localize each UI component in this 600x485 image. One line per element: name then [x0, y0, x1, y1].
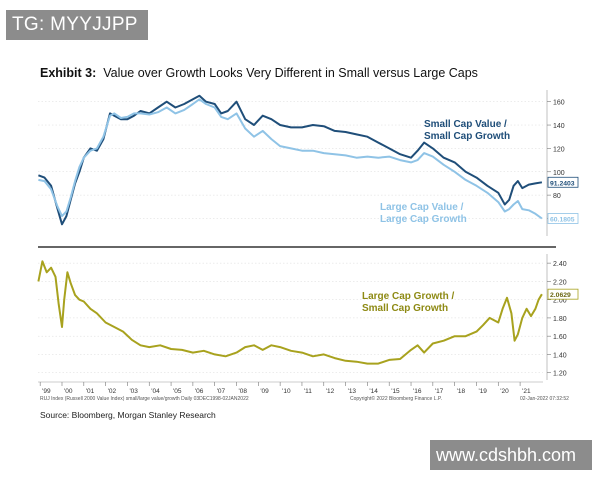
x-tick-label: '20 [500, 388, 509, 395]
y-tick-label: 160 [553, 100, 565, 107]
x-tick-label: '16 [413, 388, 422, 395]
watermark-top: TG: MYYJJPP [6, 10, 148, 40]
x-tick-label: '02 [108, 388, 117, 395]
x-tick-label: '19 [478, 388, 487, 395]
x-tick-label: '14 [369, 388, 378, 395]
x-tick-label: '12 [326, 388, 335, 395]
series-label: Large Cap Value / [380, 202, 464, 213]
y-tick-label: 120 [553, 146, 565, 153]
series-label: Small Cap Growth [424, 131, 510, 142]
x-tick-label: '15 [391, 388, 400, 395]
x-tick-label: '06 [195, 388, 204, 395]
y-tick-label: 1.40 [553, 352, 567, 359]
last-value-label: 60.1805 [550, 216, 575, 223]
x-tick-label: '04 [151, 388, 160, 395]
x-tick-label: '08 [239, 388, 248, 395]
y-tick-label: 1.60 [553, 334, 567, 341]
y-tick-label: 2.00 [553, 298, 567, 305]
series-line [37, 260, 543, 365]
x-tick-label: '11 [304, 388, 312, 395]
y-tick-label: 80 [553, 193, 561, 200]
x-tick-label: '09 [260, 388, 269, 395]
x-tick-label: '03 [129, 388, 138, 395]
series-label: Small Cap Growth [362, 303, 448, 314]
last-value-label: 2.0629 [550, 292, 571, 299]
y-tick-label: 1.20 [553, 371, 567, 378]
x-tick-label: '10 [282, 388, 291, 395]
y-tick-label: 2.40 [553, 261, 567, 268]
last-value-box [547, 288, 579, 300]
footnote-center: Copyright© 2022 Bloomberg Finance L.P. [350, 396, 442, 402]
x-tick-label: '00 [64, 388, 73, 395]
x-tick-label: '01 [86, 388, 95, 395]
exhibit-title: Exhibit 3: Value over Growth Looks Very … [40, 66, 478, 80]
exhibit-title-text: Value over Growth Looks Very Different i… [103, 66, 478, 80]
y-tick-label: 2.20 [553, 279, 567, 286]
y-tick-label: 100 [553, 170, 565, 177]
x-tick-label: '99 [42, 388, 51, 395]
x-tick-label: '05 [173, 388, 182, 395]
y-tick-label: 1.80 [553, 316, 567, 323]
footnote-left: RUJ Index (Russell 2000 Value Index) sma… [40, 396, 249, 402]
series-line [38, 98, 543, 220]
x-tick-label: '21 [522, 388, 531, 395]
x-tick-label: '07 [217, 388, 226, 395]
last-value-box [547, 176, 579, 188]
series-line [38, 94, 543, 226]
y-tick-label: 140 [553, 123, 565, 130]
series-label: Small Cap Value / [424, 119, 507, 130]
watermark-bottom: www.cdshbh.com [430, 440, 592, 470]
last-value-box [547, 213, 579, 224]
x-tick-label: '18 [457, 388, 466, 395]
series-label: Large Cap Growth / [362, 291, 454, 302]
last-value-label: 91.2403 [550, 180, 575, 187]
x-tick-label: '13 [348, 388, 357, 395]
footnote-right: 02-Jan-2022 07:32:52 [520, 396, 569, 402]
exhibit-title-prefix: Exhibit 3: [40, 66, 97, 80]
series-label: Large Cap Growth [380, 214, 467, 225]
source-note: Source: Bloomberg, Morgan Stanley Resear… [40, 410, 216, 420]
x-tick-label: '17 [435, 388, 444, 395]
